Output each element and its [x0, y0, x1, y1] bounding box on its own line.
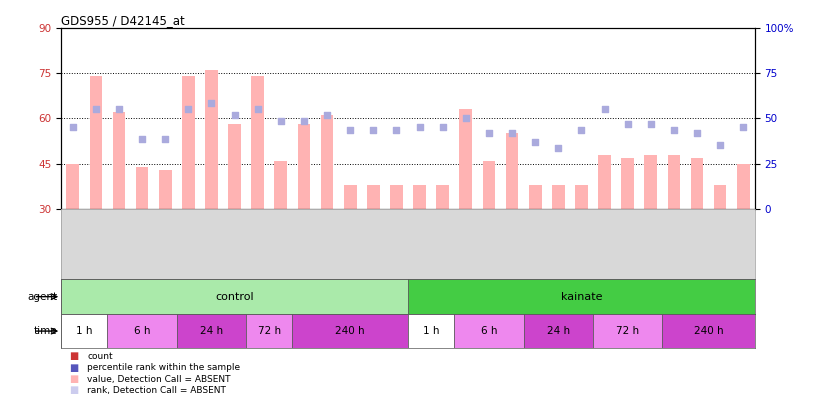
Text: 24 h: 24 h	[200, 326, 223, 336]
Text: ■: ■	[69, 374, 78, 384]
Point	[297, 118, 310, 125]
Bar	[292, 314, 408, 348]
Bar	[182, 77, 195, 209]
Bar	[408, 314, 455, 348]
Point	[135, 136, 149, 143]
Text: 1 h: 1 h	[76, 326, 92, 336]
Bar	[524, 314, 593, 348]
Point	[321, 112, 334, 119]
Bar	[437, 185, 449, 209]
Bar	[61, 279, 408, 314]
Bar	[529, 185, 542, 209]
Text: ■: ■	[69, 352, 78, 361]
Bar	[274, 160, 287, 209]
Point	[390, 127, 403, 134]
Bar	[321, 115, 334, 209]
Text: 72 h: 72 h	[616, 326, 639, 336]
Bar	[228, 124, 241, 209]
Bar	[455, 314, 524, 348]
Point	[690, 130, 703, 137]
Bar	[552, 185, 565, 209]
Point	[713, 142, 726, 149]
Bar	[737, 164, 750, 209]
Text: ■: ■	[69, 363, 78, 373]
Text: GDS955 / D42145_at: GDS955 / D42145_at	[61, 14, 185, 27]
Bar	[298, 124, 310, 209]
Bar	[593, 314, 663, 348]
Bar	[408, 279, 755, 314]
Point	[436, 124, 449, 131]
Point	[66, 124, 79, 131]
Bar	[135, 166, 149, 209]
Text: 240 h: 240 h	[335, 326, 365, 336]
Point	[366, 127, 379, 134]
Point	[113, 106, 126, 113]
Point	[737, 124, 750, 131]
Text: control: control	[215, 292, 254, 302]
Text: 72 h: 72 h	[258, 326, 281, 336]
Text: 1 h: 1 h	[423, 326, 439, 336]
Point	[413, 124, 426, 131]
Bar	[367, 185, 379, 209]
Bar	[645, 154, 657, 209]
Text: agent: agent	[27, 292, 57, 302]
Bar	[459, 109, 472, 209]
Bar	[344, 185, 357, 209]
Bar	[575, 185, 588, 209]
Text: percentile rank within the sample: percentile rank within the sample	[87, 363, 241, 372]
Point	[344, 127, 357, 134]
Bar	[251, 77, 264, 209]
Bar	[205, 70, 218, 209]
Bar	[598, 154, 611, 209]
Bar	[108, 314, 177, 348]
Point	[251, 106, 264, 113]
Point	[667, 127, 681, 134]
Bar	[667, 154, 681, 209]
Bar	[66, 164, 79, 209]
Text: 6 h: 6 h	[134, 326, 150, 336]
Text: time: time	[33, 326, 57, 336]
Point	[89, 106, 103, 113]
Point	[552, 145, 565, 152]
Text: count: count	[87, 352, 113, 361]
Bar	[61, 314, 108, 348]
Point	[644, 121, 657, 128]
Bar	[482, 160, 495, 209]
Point	[621, 121, 634, 128]
Bar	[663, 314, 755, 348]
Bar	[113, 113, 126, 209]
Bar	[159, 170, 171, 209]
Point	[158, 136, 171, 143]
Bar	[90, 77, 102, 209]
Bar	[714, 185, 726, 209]
Point	[482, 130, 495, 137]
Text: kainate: kainate	[561, 292, 602, 302]
Point	[228, 112, 242, 119]
Point	[459, 115, 472, 122]
Point	[274, 118, 287, 125]
Text: ■: ■	[69, 386, 78, 395]
Text: rank, Detection Call = ABSENT: rank, Detection Call = ABSENT	[87, 386, 226, 395]
Text: value, Detection Call = ABSENT: value, Detection Call = ABSENT	[87, 375, 231, 384]
Point	[598, 106, 611, 113]
Bar	[621, 158, 634, 209]
Bar	[177, 314, 246, 348]
Bar	[413, 185, 426, 209]
Point	[574, 127, 588, 134]
Point	[205, 100, 218, 107]
Text: 6 h: 6 h	[481, 326, 497, 336]
Point	[529, 139, 542, 146]
Point	[182, 106, 195, 113]
Point	[505, 130, 519, 137]
Bar	[690, 158, 703, 209]
Bar	[246, 314, 292, 348]
Bar	[390, 185, 403, 209]
Bar	[506, 134, 518, 209]
Text: 24 h: 24 h	[547, 326, 570, 336]
Text: 240 h: 240 h	[694, 326, 723, 336]
